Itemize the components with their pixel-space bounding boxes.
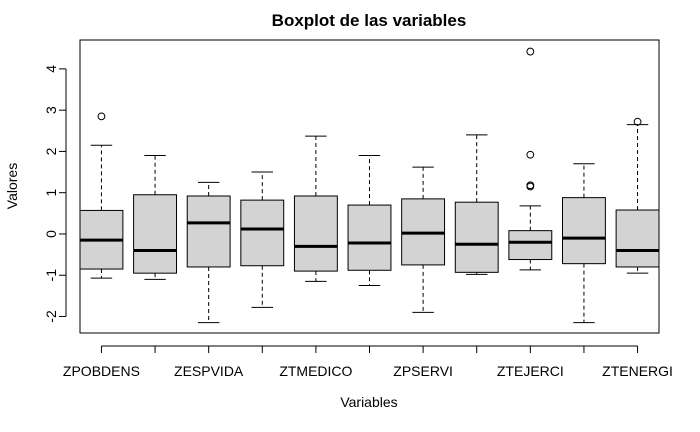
- box: [186, 195, 231, 268]
- x-tick-label: ZPOBDENS: [63, 363, 140, 379]
- box: [454, 201, 499, 273]
- y-tick-label: 4: [43, 65, 59, 73]
- x-tick-label: ZTMEDICO: [279, 363, 352, 379]
- box: [615, 209, 660, 268]
- outlier-point: [97, 112, 106, 121]
- box: [562, 197, 606, 265]
- x-tick-label: ZTENERGI: [602, 363, 673, 379]
- box: [240, 199, 285, 267]
- y-tick-label: 1: [43, 189, 59, 197]
- x-tick-label: ZPSERVI: [393, 363, 453, 379]
- x-tick-label: ZESPVIDA: [174, 363, 244, 379]
- box: [133, 194, 178, 274]
- plot-frame: [79, 39, 660, 334]
- x-axis-label: Variables: [340, 394, 397, 410]
- box: [508, 230, 553, 261]
- y-tick-label: 0: [43, 230, 59, 238]
- y-tick-label: 2: [43, 147, 59, 155]
- box: [347, 204, 392, 271]
- plot-area: -2 -1 0 1 2 3 4 ZPOBDENS ZESPVIDA ZTMEDICO ZPSERVI…: [43, 47, 673, 379]
- y-axis-label: Valores: [4, 163, 20, 209]
- outlier-point: [526, 47, 535, 56]
- chart-title: Boxplot de las variables: [272, 11, 467, 30]
- y-tick-label: -2: [43, 310, 59, 323]
- x-tick-label: ZTEJERCI: [497, 363, 564, 379]
- outlier-point: [526, 181, 535, 190]
- y-tick-label: -1: [43, 269, 59, 282]
- box: [293, 195, 338, 272]
- outlier-point: [633, 117, 642, 126]
- outlier-point: [526, 150, 535, 159]
- y-tick-label: 3: [43, 106, 59, 114]
